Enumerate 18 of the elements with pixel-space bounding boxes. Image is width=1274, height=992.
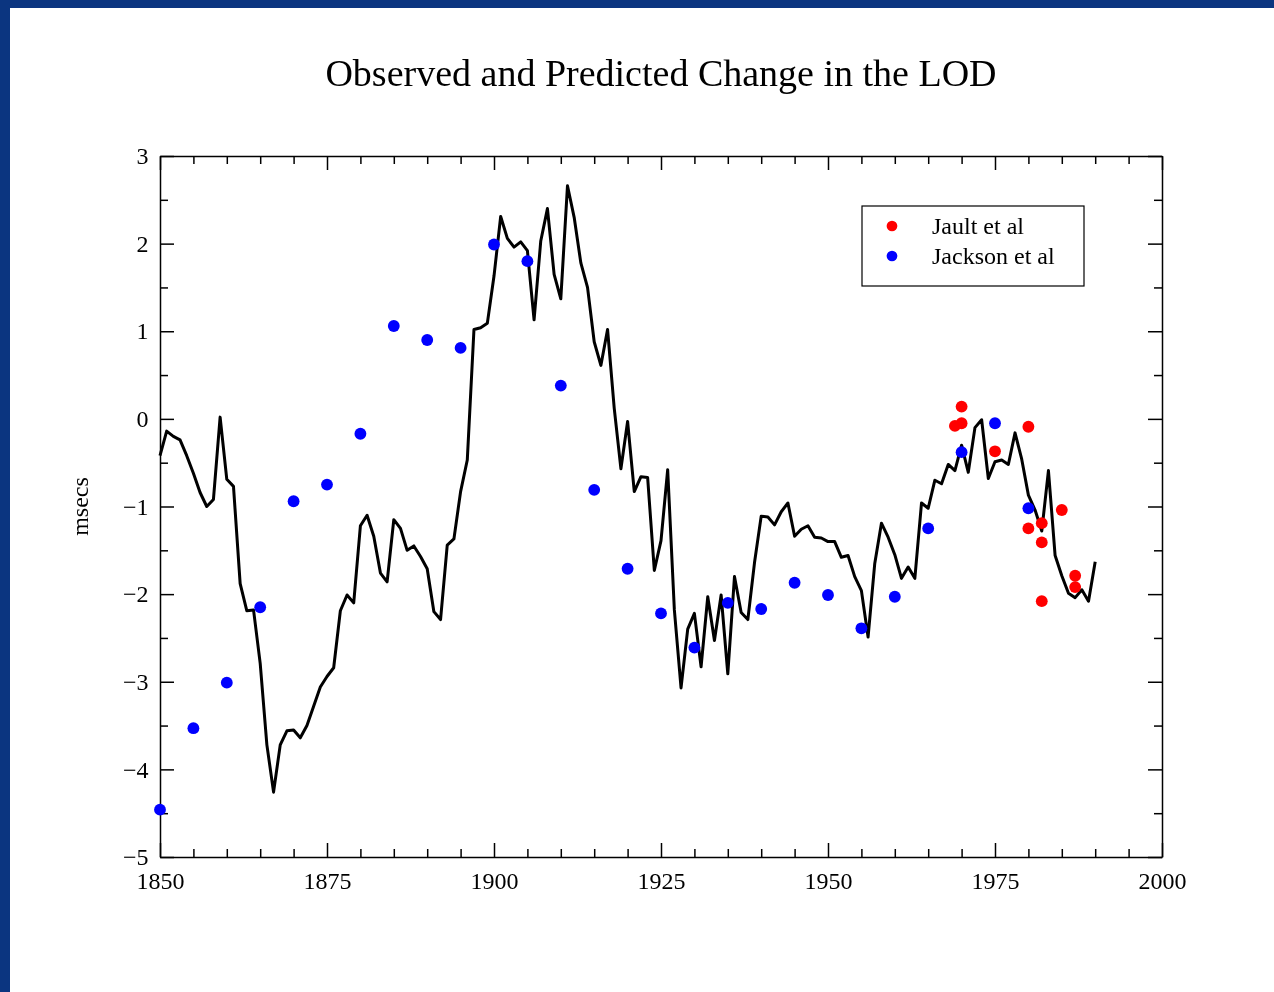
y-tick-label: −1 <box>123 493 149 520</box>
chart-title: Observed and Predicted Change in the LOD <box>325 52 997 94</box>
x-tick-label: 1950 <box>804 867 853 894</box>
y-tick-label: −4 <box>123 756 149 783</box>
y-axis-title: msecs <box>67 477 93 536</box>
x-tick-label: 1900 <box>470 867 519 894</box>
x-tick-label: 1875 <box>303 867 352 894</box>
x-tick-label: 1925 <box>637 867 686 894</box>
legend-label: Jackson et al <box>932 243 1055 270</box>
legend-label: Jault et al <box>932 213 1025 240</box>
y-tick-label: 1 <box>136 318 149 345</box>
x-tick-label: 1975 <box>971 867 1020 894</box>
y-tick-label: 3 <box>136 143 149 170</box>
y-tick-label: 2 <box>136 230 149 257</box>
y-tick-label: 0 <box>136 406 149 433</box>
y-tick-label: −2 <box>123 581 149 608</box>
y-tick-label: −3 <box>123 668 149 695</box>
x-tick-label: 2000 <box>1138 867 1187 894</box>
